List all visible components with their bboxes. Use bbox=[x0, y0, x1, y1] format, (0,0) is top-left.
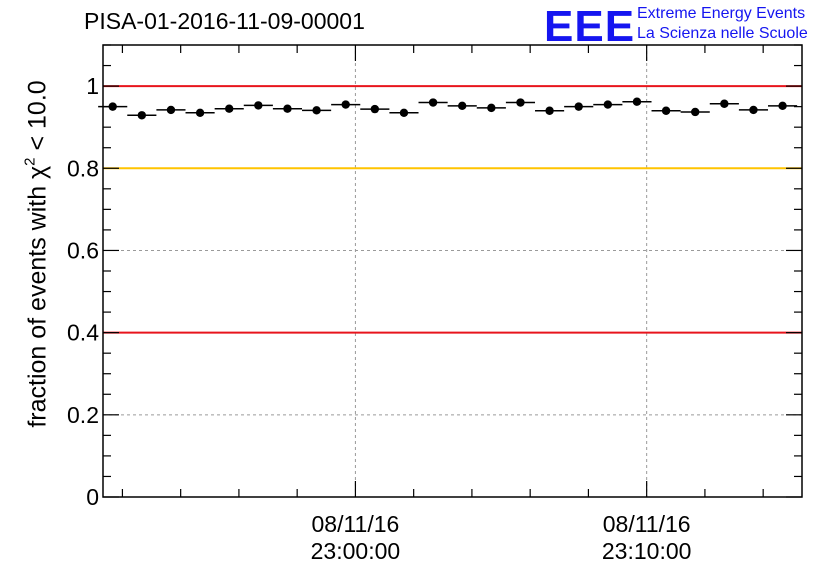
data-point bbox=[399, 108, 409, 118]
data-point bbox=[545, 106, 554, 115]
x-tick-label-time: 23:10:00 bbox=[602, 538, 692, 564]
y-tick-label: 0 bbox=[86, 484, 99, 510]
data-point bbox=[166, 105, 176, 115]
data-point bbox=[225, 104, 234, 113]
y-tick-label: 0.8 bbox=[67, 155, 99, 181]
x-tick-label-date: 08/11/16 bbox=[312, 511, 400, 537]
data-point bbox=[720, 99, 729, 108]
data-point bbox=[137, 111, 147, 120]
logo-line-1: Extreme Energy Events bbox=[637, 5, 806, 22]
y-tick-label: 1 bbox=[86, 73, 99, 99]
data-point bbox=[749, 105, 758, 115]
data-point bbox=[458, 101, 467, 111]
data-point bbox=[312, 106, 321, 115]
data-point bbox=[691, 107, 700, 117]
data-point bbox=[254, 101, 263, 110]
data-point bbox=[341, 100, 350, 109]
data-point bbox=[487, 103, 496, 113]
data-point bbox=[661, 106, 671, 115]
data-point bbox=[283, 104, 292, 113]
data-point bbox=[108, 102, 117, 111]
data-point bbox=[603, 100, 613, 109]
y-tick-label: 0.6 bbox=[67, 237, 99, 263]
y-tick-label: 0.2 bbox=[67, 402, 99, 428]
data-point bbox=[195, 108, 205, 118]
logo-caption: Extreme Energy Events La Scienza nelle S… bbox=[637, 4, 808, 44]
eee-logo: EEE bbox=[544, 2, 636, 51]
chart-title: PISA-01-2016-11-09-00001 bbox=[84, 8, 365, 34]
data-point bbox=[516, 98, 525, 107]
data-point bbox=[428, 98, 438, 107]
data-point bbox=[778, 101, 787, 111]
x-tick-label-date: 08/11/16 bbox=[603, 511, 691, 537]
data-point bbox=[574, 102, 583, 111]
data-point bbox=[632, 97, 642, 106]
logo-line-2: La Scienza nelle Scuole bbox=[637, 25, 808, 42]
x-tick-label-time: 23:00:00 bbox=[311, 538, 401, 564]
y-tick-label: 0.4 bbox=[67, 320, 99, 346]
data-point bbox=[370, 104, 380, 114]
